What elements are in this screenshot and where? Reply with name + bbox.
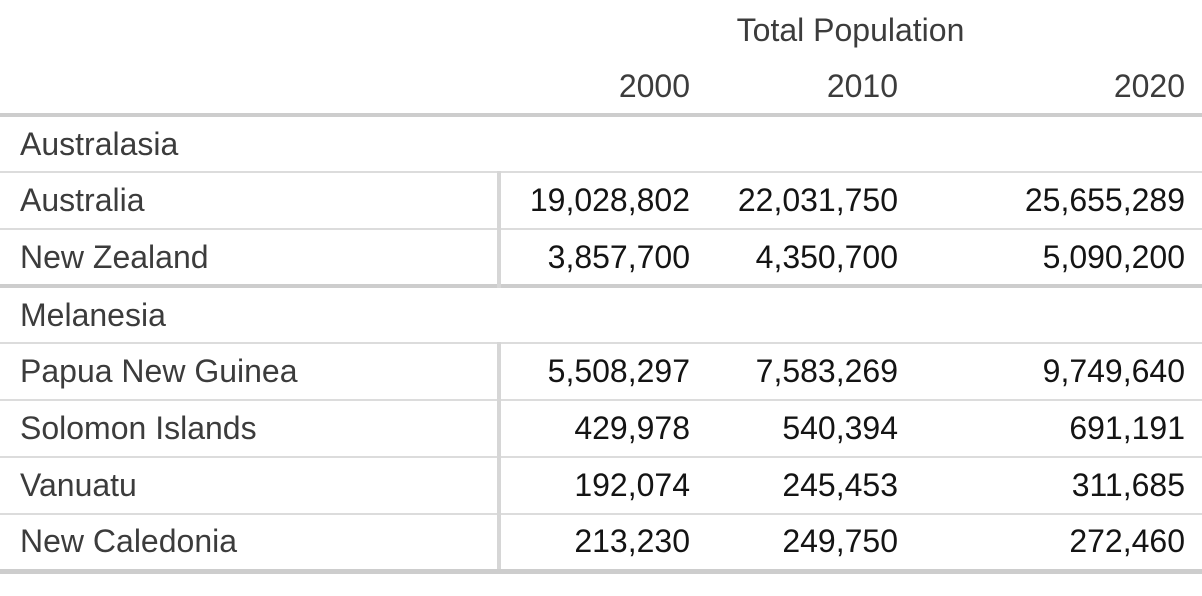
table-header: Total Population 2000 2010 2020 (0, 0, 1202, 115)
population-value-2010: 245,453 (707, 457, 915, 514)
table-title: Total Population (736, 11, 965, 48)
population-value-2010: 22,031,750 (707, 172, 915, 229)
population-value-2010: 4,350,700 (707, 229, 915, 286)
population-table: Total Population 2000 2010 2020 Australa… (0, 0, 1202, 571)
group-row-australasia: Australasia (0, 115, 1202, 172)
population-value-2000: 3,857,700 (497, 229, 707, 286)
year-header-row: 2000 2010 2020 (0, 60, 1202, 115)
population-value-2020: 25,655,289 (915, 172, 1202, 229)
year-header-2020: 2020 (1113, 68, 1185, 104)
population-value-2020: 5,090,200 (915, 229, 1202, 286)
population-value-2000: 192,074 (497, 457, 707, 514)
table-body: Australasia Australia 19,028,802 22,031,… (0, 115, 1202, 571)
country-row-australia: Australia 19,028,802 22,031,750 25,655,2… (0, 172, 1202, 229)
country-label: Australia (0, 172, 499, 229)
country-label: Solomon Islands (0, 400, 499, 457)
population-value-2000: 19,028,802 (497, 172, 707, 229)
country-label: New Caledonia (0, 514, 499, 571)
population-value-2010: 249,750 (707, 514, 915, 571)
group-label: Melanesia (0, 286, 1202, 343)
title-spacer (0, 0, 499, 60)
year-header-2010: 2010 (826, 68, 898, 104)
title-row: Total Population (0, 0, 1202, 60)
year-spacer (0, 60, 499, 115)
population-value-2000: 5,508,297 (497, 343, 707, 400)
country-row-vanuatu: Vanuatu 192,074 245,453 311,685 (0, 457, 1202, 514)
population-value-2000: 429,978 (497, 400, 707, 457)
population-value-2010: 7,583,269 (707, 343, 915, 400)
population-value-2020: 272,460 (915, 514, 1202, 571)
country-row-solomon-islands: Solomon Islands 429,978 540,394 691,191 (0, 400, 1202, 457)
population-value-2020: 311,685 (915, 457, 1202, 514)
population-value-2020: 691,191 (915, 400, 1202, 457)
population-value-2000: 213,230 (497, 514, 707, 571)
country-row-new-zealand: New Zealand 3,857,700 4,350,700 5,090,20… (0, 229, 1202, 286)
country-label: Papua New Guinea (0, 343, 499, 400)
country-row-new-caledonia: New Caledonia 213,230 249,750 272,460 (0, 514, 1202, 571)
group-row-melanesia: Melanesia (0, 286, 1202, 343)
population-value-2020: 9,749,640 (915, 343, 1202, 400)
country-label: New Zealand (0, 229, 499, 286)
group-label: Australasia (0, 115, 1202, 172)
country-row-papua-new-guinea: Papua New Guinea 5,508,297 7,583,269 9,7… (0, 343, 1202, 400)
year-header-2000: 2000 (618, 68, 690, 104)
country-label: Vanuatu (0, 457, 499, 514)
population-value-2010: 540,394 (707, 400, 915, 457)
